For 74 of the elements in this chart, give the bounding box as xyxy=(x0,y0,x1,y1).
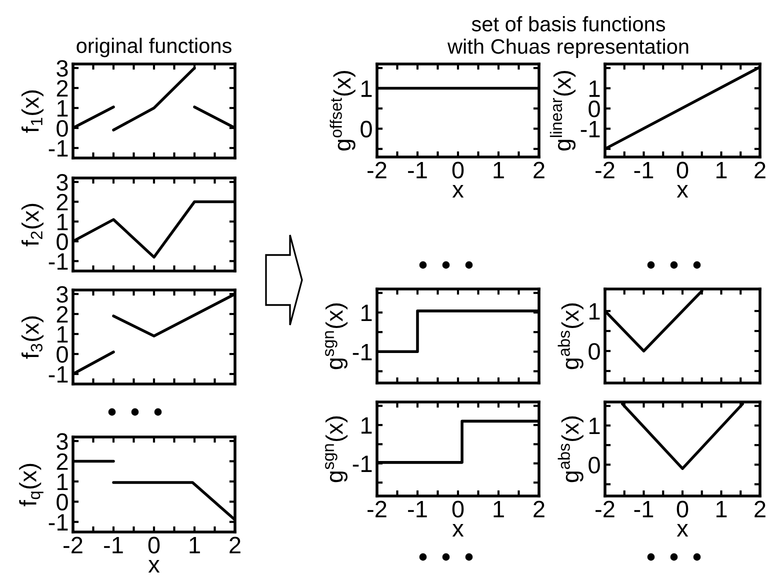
x-tick-label: 1 xyxy=(716,501,727,518)
x-axis-title: x xyxy=(676,524,688,537)
x-tick-label: 1 xyxy=(716,162,727,178)
y-axis-title: f$_{3}$(x) xyxy=(21,316,44,359)
x-tick-label: 1 xyxy=(494,162,504,178)
y-tick-label: -1 xyxy=(352,344,372,360)
y-tick-label: -1 xyxy=(48,253,68,270)
y-tick-label: -1 xyxy=(352,456,372,472)
y-tick-label: 1 xyxy=(58,474,68,490)
y-tick-label: 0 xyxy=(56,346,68,363)
x-tick-label: 2 xyxy=(534,162,544,178)
y-tick-label: 3 xyxy=(56,433,68,450)
y-tick-label: 1 xyxy=(590,80,600,97)
y-tick-label: 0 xyxy=(56,120,68,137)
x-axis-title: x xyxy=(148,560,160,573)
x-tick-label: -1 xyxy=(104,537,123,554)
x-tick-label: -1 xyxy=(634,162,654,178)
y-axis-title: f$_{q}$(x) xyxy=(19,464,44,506)
y-tick-label: 2 xyxy=(56,80,68,97)
x-tick-label: -2 xyxy=(368,162,386,178)
y-axis-title: g$^{sgn}$(x) xyxy=(325,303,348,370)
x-tick-label: 0 xyxy=(676,500,688,518)
y-axis-title: g$^{offset}$(x) xyxy=(330,71,356,150)
y-tick-label: 2 xyxy=(56,194,68,210)
x-tick-label: -2 xyxy=(596,162,614,178)
y-axis-title: f$_{1}$(x) xyxy=(21,90,44,133)
x-tick-label: 0 xyxy=(676,162,688,179)
y-tick-label: 0 xyxy=(588,100,600,118)
y-tick-label: 0 xyxy=(588,456,600,474)
y-tick-label: -1 xyxy=(48,514,68,530)
x-tick-label: -1 xyxy=(408,501,427,518)
x-tick-label: -2 xyxy=(64,536,82,554)
y-tick-label: 3 xyxy=(56,174,68,191)
y-tick-label: 1 xyxy=(362,80,372,97)
y-tick-label: 1 xyxy=(362,417,372,434)
y-tick-label: -1 xyxy=(48,366,68,383)
x-axis-title: x xyxy=(452,185,464,198)
x-tick-label: 2 xyxy=(754,500,766,518)
y-axis-title: g$^{sgn}$(x) xyxy=(325,416,348,482)
y-tick-label: 1 xyxy=(590,303,600,320)
x-tick-label: 2 xyxy=(230,536,240,554)
y-tick-label: -1 xyxy=(48,140,68,157)
y-axis-title: g$^{abs}$(x) xyxy=(558,303,584,370)
y-tick-label: 0 xyxy=(360,120,372,138)
y-tick-label: 1 xyxy=(58,214,68,230)
x-axis-title: x xyxy=(452,524,464,537)
y-tick-label: -1 xyxy=(580,121,600,138)
y-axis-title: f$_{2}$(x) xyxy=(21,204,44,246)
x-tick-label: -1 xyxy=(634,501,654,518)
y-tick-label: 1 xyxy=(362,304,372,322)
x-tick-label: 0 xyxy=(452,162,464,179)
y-tick-label: 0 xyxy=(56,233,68,250)
x-tick-label: -2 xyxy=(596,500,614,518)
y-tick-label: 1 xyxy=(590,418,600,434)
y-axis-title: g$^{abs}$(x) xyxy=(558,416,584,482)
x-tick-label: 1 xyxy=(190,537,200,554)
x-tick-label: -2 xyxy=(368,500,386,518)
y-tick-label: 1 xyxy=(58,326,68,343)
x-axis-title: x xyxy=(676,185,688,198)
x-tick-label: -1 xyxy=(408,162,427,178)
y-tick-label: 2 xyxy=(56,306,68,323)
chart-title: set of basis functions with Chuas representation xyxy=(447,16,688,58)
x-tick-label: 2 xyxy=(754,162,766,178)
x-tick-label: 0 xyxy=(452,500,464,518)
y-tick-label: 1 xyxy=(58,100,68,117)
y-tick-label: 0 xyxy=(588,343,600,360)
y-tick-label: 3 xyxy=(56,286,68,303)
x-tick-label: 1 xyxy=(494,501,504,518)
y-tick-label: 2 xyxy=(56,453,68,470)
y-tick-label: 3 xyxy=(56,60,68,77)
x-tick-label: 2 xyxy=(534,500,544,518)
y-axis-title: g$^{linear}$(x) xyxy=(550,71,576,150)
x-tick-label: 0 xyxy=(148,536,160,554)
chart-title: original functions xyxy=(76,38,232,58)
